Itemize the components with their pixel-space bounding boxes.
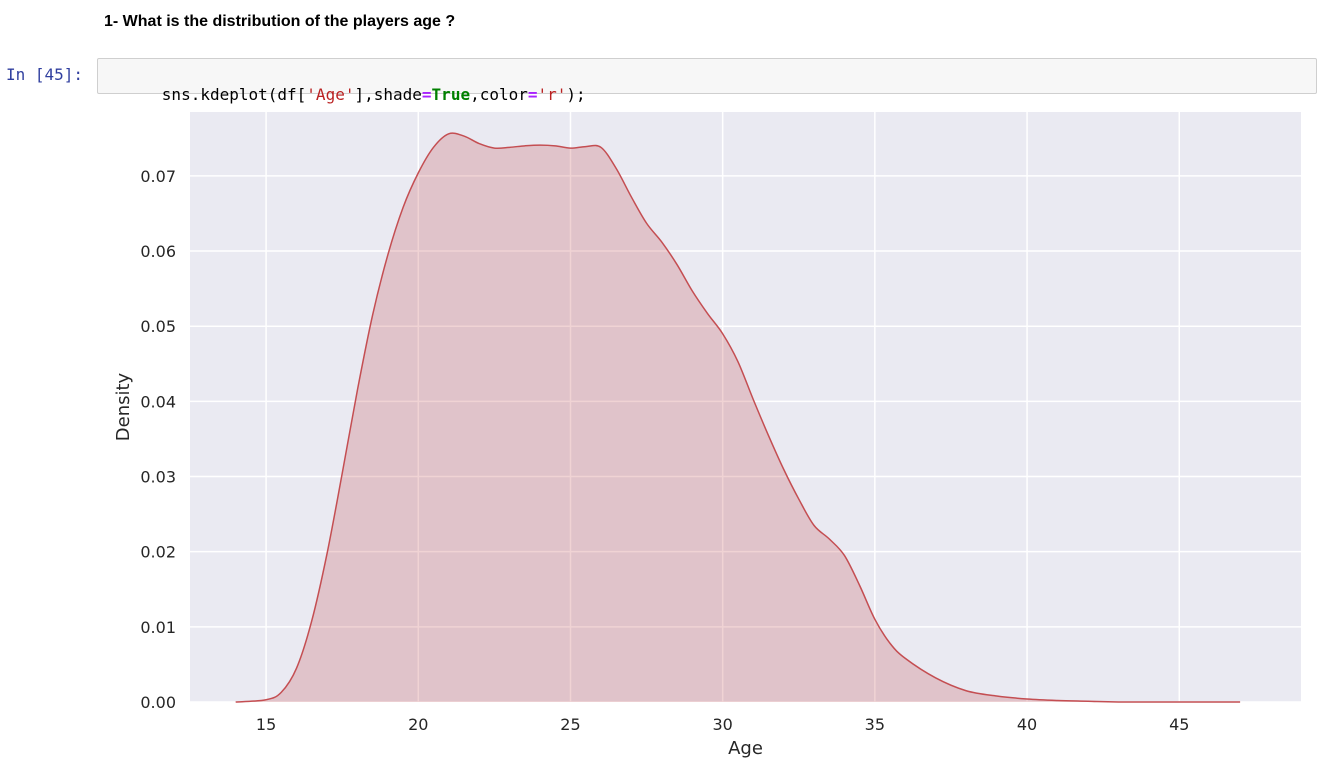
y-tick-label: 0.05	[140, 317, 176, 336]
y-tick-label: 0.02	[140, 543, 176, 562]
x-tick-label: 40	[1017, 715, 1037, 734]
code-token: 'r'	[537, 85, 567, 104]
code-token: 'Age'	[306, 85, 355, 104]
x-tick-label: 45	[1169, 715, 1189, 734]
y-tick-label: 0.03	[140, 468, 176, 487]
code-token: sns.kdeplot(df[	[161, 85, 307, 104]
kde-chart: 15 20 25 30 35 40 45 0.00 0.01 0.02 0.03 0.04 0.05 0.…	[113, 112, 1301, 759]
y-tick-label: 0.07	[140, 167, 176, 186]
x-tick-label: 30	[712, 715, 732, 734]
code-token: =	[421, 85, 432, 104]
code-token: True	[431, 85, 471, 104]
x-tick-label: 25	[560, 715, 580, 734]
y-axis-label: Density	[113, 372, 134, 441]
x-tick-label: 35	[865, 715, 885, 734]
input-prompt: In [45]:	[6, 65, 84, 84]
y-tick-label: 0.04	[140, 392, 176, 411]
density-area	[235, 133, 1241, 702]
code-token: ,color	[470, 85, 528, 104]
code-line[interactable]: sns.kdeplot(df['Age'],shade=True,color='…	[104, 66, 586, 123]
density-line	[235, 132, 1241, 703]
y-tick-label: 0.01	[140, 618, 176, 637]
code-cell[interactable]: sns.kdeplot(df['Age'],shade=True,color='…	[97, 58, 1317, 104]
x-tick-label: 20	[408, 715, 428, 734]
code-token: );	[566, 85, 586, 104]
y-tick-label: 0.06	[140, 242, 176, 261]
plot-background	[190, 112, 1301, 702]
x-tick-label: 15	[256, 715, 276, 734]
code-token: ],shade	[354, 85, 422, 104]
x-axis-label: Age	[728, 738, 763, 759]
code-token: =	[527, 85, 538, 104]
y-tick-label: 0.00	[140, 693, 176, 712]
tick-labels: 15 20 25 30 35 40 45 0.00 0.01 0.02 0.03 0.04 0.05 0.…	[140, 167, 1189, 734]
markdown-heading: 1- What is the distribution of the playe…	[104, 13, 456, 30]
